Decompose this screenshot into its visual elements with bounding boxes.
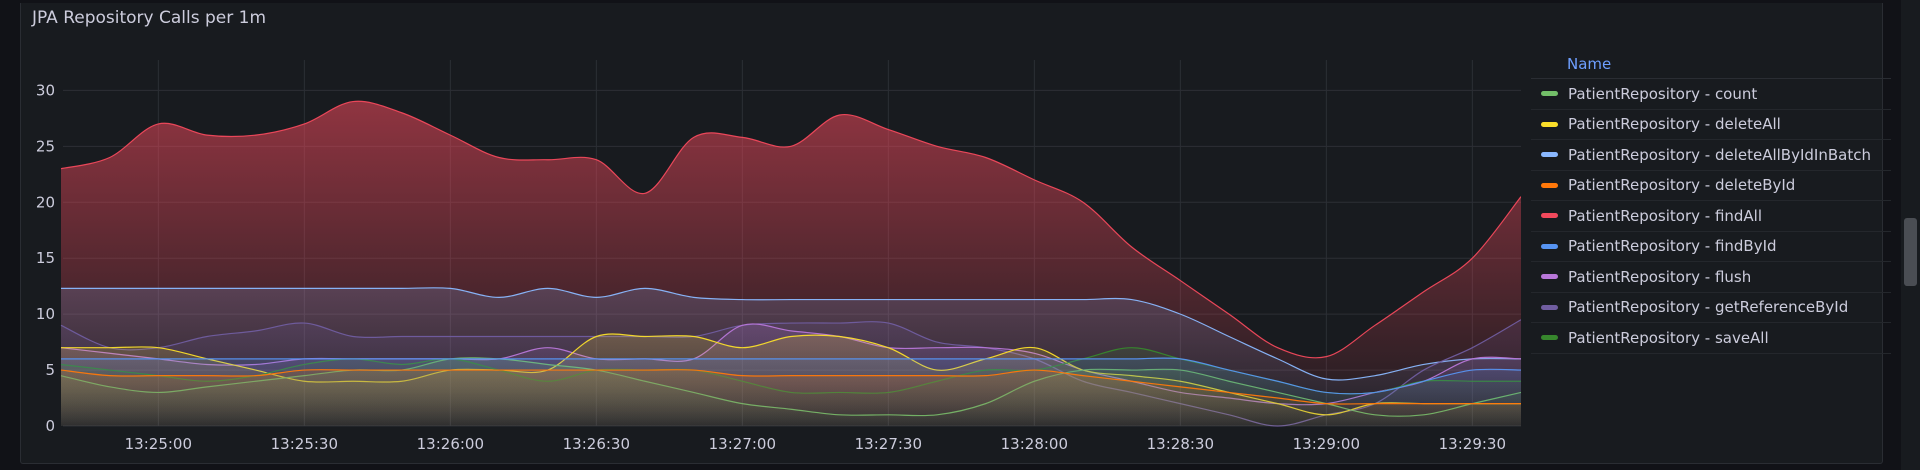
y-tick-label: 25 [36, 137, 55, 155]
top-edge [0, 0, 1901, 3]
x-tick-label: 13:27:00 [709, 435, 776, 453]
y-tick-label: 5 [45, 361, 55, 379]
legend-label: PatientRepository - flush [1568, 267, 1752, 286]
legend-label: PatientRepository - findAll [1568, 206, 1763, 225]
legend-label: PatientRepository - deleteById [1568, 176, 1796, 195]
y-tick-label: 30 [36, 81, 55, 99]
y-tick-label: 0 [45, 417, 55, 435]
x-tick-label: 13:29:00 [1293, 435, 1360, 453]
x-tick-label: 13:26:30 [563, 435, 630, 453]
legend-item[interactable]: PatientRepository - flush [1531, 262, 1891, 293]
legend-item[interactable]: PatientRepository - saveAll [1531, 323, 1891, 354]
x-tick-label: 13:27:30 [855, 435, 922, 453]
series-line [60, 369, 1521, 405]
legend-label: PatientRepository - deleteAll [1568, 115, 1781, 134]
series-line [60, 100, 1521, 359]
x-tick-label: 13:26:00 [417, 435, 484, 453]
legend-label: PatientRepository - deleteAllByIdInBatch [1568, 145, 1871, 164]
legend-item[interactable]: PatientRepository - findById [1531, 232, 1891, 262]
x-tick-label: 13:28:30 [1147, 435, 1214, 453]
legend-swatch [1541, 243, 1558, 249]
x-tick-label: 13:25:00 [125, 435, 192, 453]
x-tick-label: 13:28:00 [1001, 435, 1068, 453]
chart-panel: JPA Repository Calls per 1m 0 5 10 15 20 25 30… [20, 0, 1891, 464]
legend: Name PatientRepository - count PatientRep… [1531, 50, 1891, 354]
legend-swatch [1541, 91, 1558, 97]
series-line [60, 357, 1521, 395]
legend-item[interactable]: PatientRepository - findAll [1531, 201, 1891, 232]
x-tick-label: 13:25:30 [271, 435, 338, 453]
y-tick-label: 20 [36, 193, 55, 211]
series-area [61, 369, 1521, 426]
legend-swatch [1541, 274, 1558, 280]
legend-swatch [1541, 335, 1558, 341]
legend-swatch [1541, 213, 1558, 219]
legend-item[interactable]: PatientRepository - deleteAllByIdInBatch [1531, 140, 1891, 171]
legend-swatch [1541, 304, 1558, 310]
legend-item[interactable]: PatientRepository - getReferenceById [1531, 293, 1891, 323]
legend-label: PatientRepository - count [1568, 84, 1758, 103]
legend-label: PatientRepository - getReferenceById [1568, 298, 1849, 317]
legend-item[interactable]: PatientRepository - count [1531, 79, 1891, 110]
x-tick-label: 13:29:30 [1439, 435, 1506, 453]
time-series-chart[interactable]: 0 5 10 15 20 25 30 13:25:00 13:25:30 13:26:00 13:2… [21, 0, 1521, 463]
series-line [61, 287, 1521, 381]
panel-title: JPA Repository Calls per 1m [32, 8, 267, 28]
legend-item[interactable]: PatientRepository - deleteById [1531, 171, 1891, 201]
y-tick-label: 10 [36, 305, 55, 323]
y-tick-label: 15 [36, 249, 55, 267]
legend-swatch [1541, 182, 1558, 188]
legend-swatch [1541, 121, 1558, 127]
legend-label: PatientRepository - saveAll [1568, 328, 1769, 347]
legend-header[interactable]: Name [1531, 50, 1891, 79]
legend-label: PatientRepository - findById [1568, 237, 1777, 256]
legend-item[interactable]: PatientRepository - deleteAll [1531, 110, 1891, 140]
legend-swatch [1541, 152, 1558, 158]
scrollbar-thumb[interactable] [1904, 218, 1917, 286]
